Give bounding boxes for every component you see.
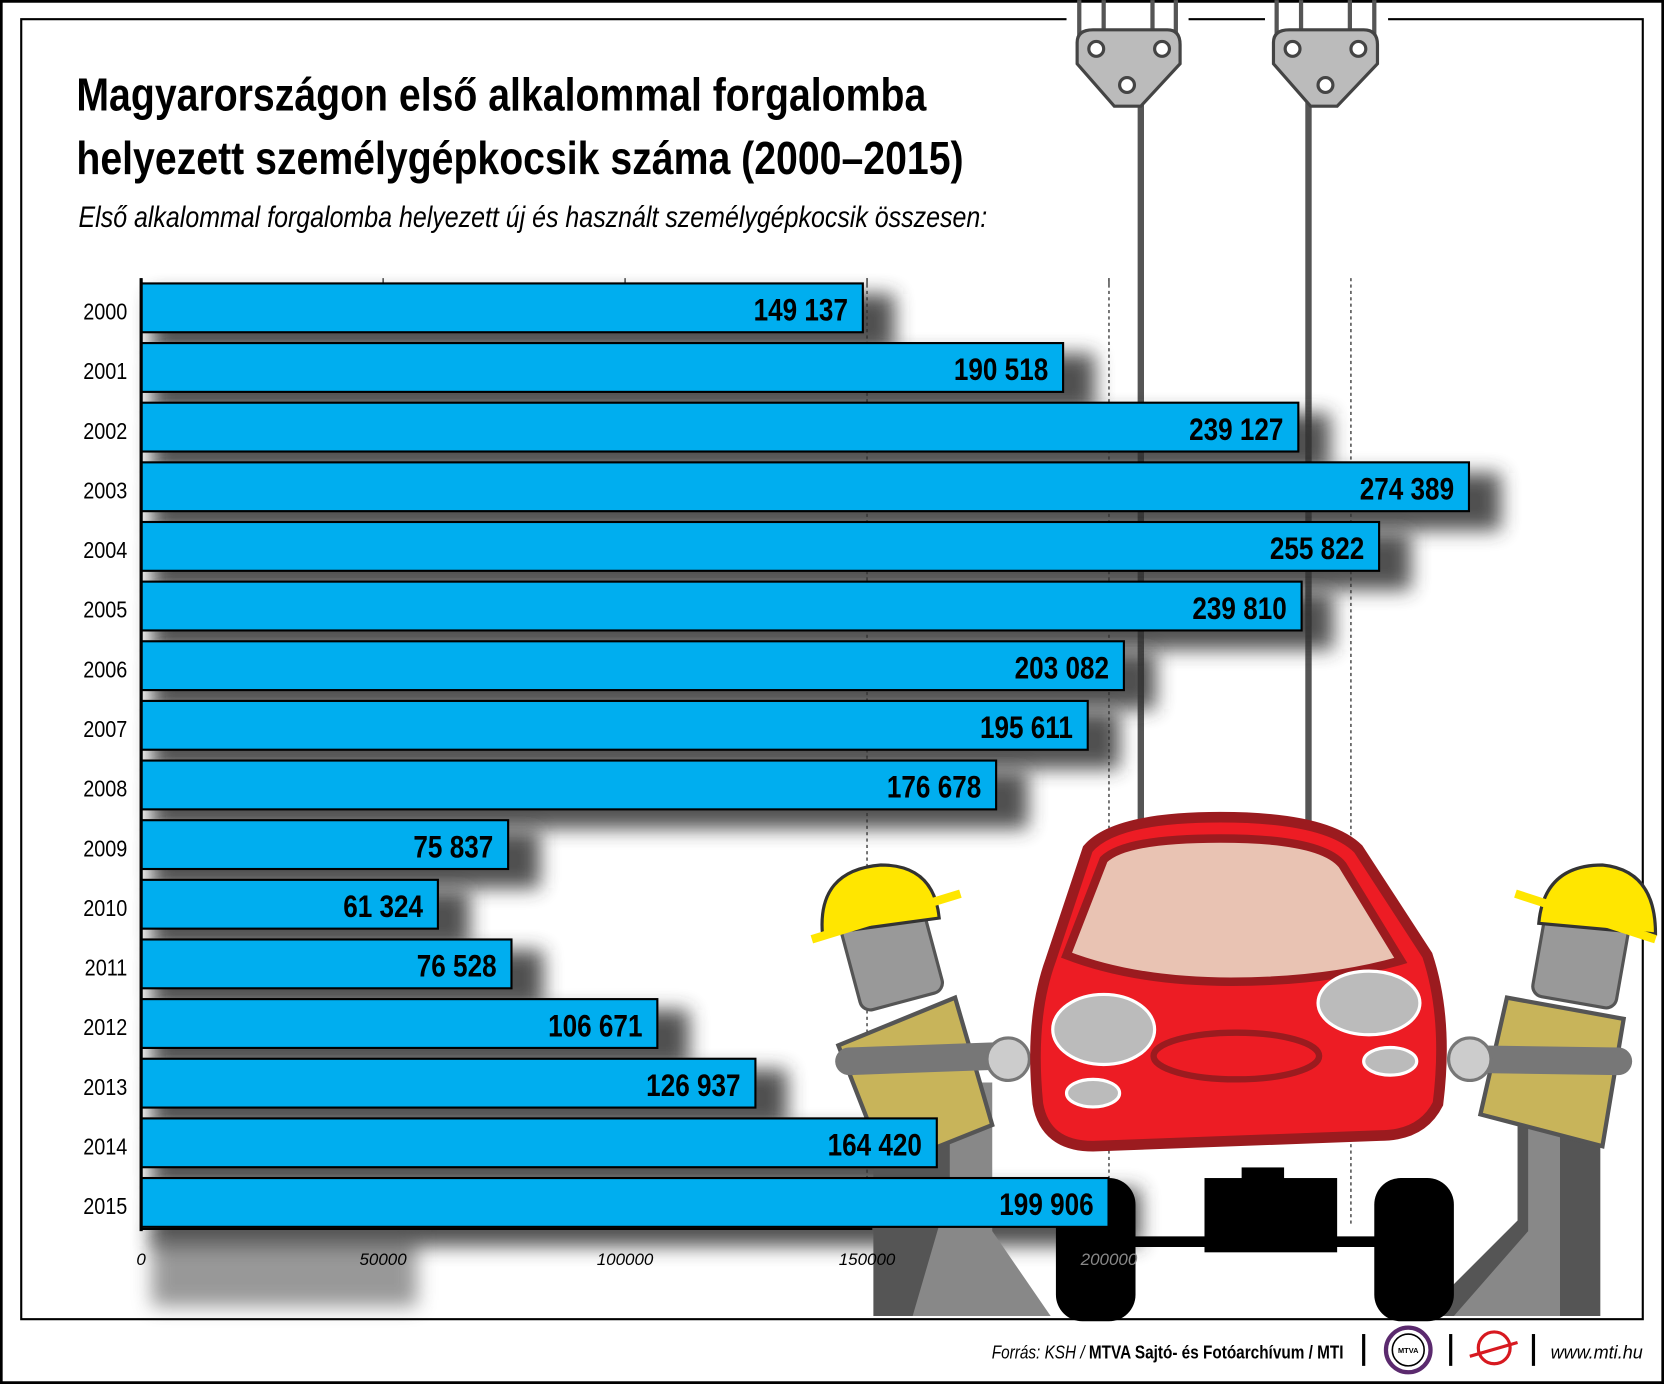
value-label: 126 937 (646, 1069, 740, 1104)
year-label: 2003 (83, 477, 127, 504)
bar-2013 (140, 1057, 757, 1109)
year-label: 2012 (83, 1014, 127, 1041)
year-label: 2014 (83, 1133, 127, 1160)
value-label: 106 671 (548, 1009, 642, 1044)
bar-2015 (140, 1176, 1110, 1228)
year-label: 2008 (83, 775, 127, 802)
value-label: 203 082 (1015, 651, 1109, 686)
year-label: 2009 (83, 835, 127, 862)
website-link[interactable]: www.mti.hu (1551, 1342, 1643, 1362)
x-tick-label: 0 (136, 1250, 146, 1269)
svg-text:www.mti.hu[interactable]: www.mti.hu (1551, 1342, 1643, 1362)
value-label: 190 518 (954, 353, 1048, 388)
bar-2001 (140, 342, 1065, 393)
robots-car-illustration (810, 811, 1658, 1322)
value-label: 176 678 (887, 770, 981, 805)
bar-2008 (140, 759, 998, 811)
chart-title-line2: helyezett személygépkocsik száma (2000–2… (76, 133, 963, 185)
axis-shadow (151, 1232, 418, 1307)
value-label: 195 611 (980, 711, 1073, 746)
bar-2003 (140, 461, 1471, 513)
mti-logo-icon (1469, 1330, 1518, 1366)
value-label: 239 127 (1189, 413, 1283, 448)
bar-2010 (140, 878, 439, 930)
x-tick-label: 50000 (360, 1250, 408, 1269)
year-label: 2001 (83, 358, 127, 385)
year-label: 2004 (83, 537, 127, 564)
x-axis: 0 50000 100000 150000 200000 (136, 278, 1138, 1269)
year-label: 2006 (83, 656, 127, 683)
year-label: 2000 (83, 298, 127, 325)
source-prefix: Forrás: KSH / (992, 1342, 1089, 1362)
value-label: 255 822 (1270, 532, 1364, 567)
bar-2002 (140, 401, 1300, 453)
inner-frame (20, 18, 1644, 1321)
source-bold: MTVA Sajtó- és Fotóarchívum / MTI (1089, 1342, 1344, 1362)
value-label: 164 420 (828, 1128, 922, 1163)
year-label: 2007 (83, 715, 127, 742)
value-label: 61 324 (343, 890, 424, 925)
bar-2012 (140, 998, 659, 1049)
value-label: 76 528 (417, 949, 497, 984)
mtva-logo: MTVA (1383, 1325, 1433, 1375)
x-tick-label: 150000 (839, 1250, 896, 1269)
x-tick-label: 200000 (1080, 1250, 1138, 1269)
bar-2014 (140, 1117, 938, 1169)
year-label: 2011 (85, 954, 128, 981)
svg-text:Forrás: KSH / MTVA Sajtó- és F: Forrás: KSH / MTVA Sajtó- és Fotóarchívu… (992, 1342, 1344, 1362)
year-label: 2005 (83, 596, 127, 623)
bar-2000 (140, 282, 864, 334)
chart-subtitle: Első alkalommal forgalomba helyezett új … (79, 200, 988, 234)
x-tick-label: 100000 (597, 1250, 654, 1269)
year-label: 2015 (83, 1193, 127, 1220)
bars: 2000 149 137 2001 190 518 2002 239 127 2003 274… (83, 282, 1471, 1228)
value-label: 199 906 (999, 1188, 1093, 1223)
footer: Forrás: KSH / MTVA Sajtó- és Fotóarchívu… (992, 1325, 1643, 1375)
bar-2006 (140, 640, 1125, 692)
year-label: 2013 (83, 1073, 127, 1100)
value-label: 75 837 (413, 830, 493, 865)
bar-2005 (140, 580, 1303, 632)
mtva-logo-text: MTVA (1398, 1346, 1419, 1355)
bar-2007 (140, 699, 1089, 751)
chart-title-line1: Magyarországon első alkalommal forgalomb… (76, 69, 927, 121)
year-label: 2010 (83, 894, 127, 921)
value-label: 239 810 (1192, 591, 1286, 626)
year-label: 2002 (83, 417, 127, 444)
value-label: 274 389 (1360, 472, 1454, 507)
bar-2004 (140, 520, 1381, 572)
value-label: 149 137 (754, 293, 848, 328)
